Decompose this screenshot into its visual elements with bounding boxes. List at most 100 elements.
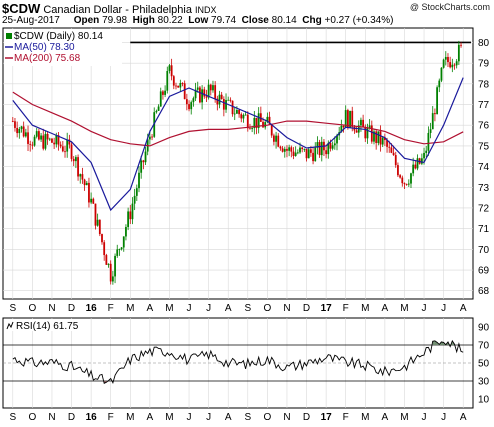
x-tick-label: F [343, 303, 349, 314]
candle-body [170, 65, 173, 77]
candle-body [207, 84, 210, 98]
candle-body [20, 126, 23, 129]
price-y-tick-69: 69 [478, 266, 490, 277]
x-tick-label-bottom: D [303, 412, 310, 423]
candle-body [59, 144, 62, 147]
rsi-legend-box [4, 319, 80, 331]
candle-body [66, 139, 69, 152]
candle-body [133, 195, 136, 204]
candle-body [253, 117, 256, 129]
candle-body [336, 135, 338, 144]
candle-body [407, 183, 410, 185]
candle-body [312, 152, 314, 162]
candle-body [373, 131, 375, 142]
candle-body [333, 143, 336, 146]
candle-body [159, 91, 162, 107]
candle-body [175, 85, 177, 87]
candle-body [405, 184, 408, 185]
candle-body [142, 160, 145, 163]
candle-body [16, 127, 19, 134]
candle-body [22, 126, 25, 137]
candle-body [442, 59, 445, 68]
candle-body [292, 151, 295, 156]
x-tick-label: O [28, 303, 36, 314]
x-tick-label: O [263, 303, 271, 314]
rsi-y-tick-70: 70 [478, 341, 490, 352]
candle-body [331, 145, 334, 149]
candle-body [444, 56, 447, 60]
candle-body [379, 131, 382, 145]
rsi-overbought-fill [434, 340, 438, 345]
x-tick-label: A [460, 303, 467, 314]
candle-body [64, 151, 66, 153]
candle-body [107, 263, 110, 265]
candle-body [157, 106, 160, 111]
rsi-overbought-fill [432, 340, 435, 345]
candle-body [122, 236, 125, 248]
x-tick-label: M [126, 303, 134, 314]
candle-body [33, 136, 36, 146]
candle-body [127, 211, 130, 228]
low-label: Low [188, 15, 209, 26]
high-value: 80.22 [157, 15, 183, 26]
candle-body [420, 158, 423, 164]
legend-box [4, 29, 122, 66]
x-tick-label: S [9, 303, 16, 314]
x-tick-label-bottom: A [147, 412, 154, 423]
candle-body [214, 85, 217, 99]
ma200-line [12, 91, 464, 147]
candle-body [296, 152, 299, 154]
price-y-axis: 68 69 70 71 72 73 74 75 76 77 78 79 80 [478, 38, 490, 297]
change-label: Chg [302, 15, 322, 26]
x-axis-bottom: S O N D 16 F M A M J J A S O N D 17 F M A M J J A [9, 412, 466, 423]
candle-body [96, 219, 99, 226]
candle-body [360, 119, 362, 126]
candle-body [401, 177, 404, 184]
candle-body [231, 100, 234, 115]
candle-body [229, 99, 232, 101]
candle-body [233, 113, 236, 115]
candle-body [403, 183, 406, 185]
candle-body [225, 100, 227, 110]
candle-body [205, 96, 208, 98]
x-tick-label: F [108, 303, 114, 314]
candle-body [309, 149, 312, 153]
x-tick-label-bottom: J [187, 412, 192, 423]
x-tick-label: A [147, 303, 154, 314]
candle-body [183, 83, 186, 100]
candle-body [24, 132, 27, 137]
candle-body [120, 247, 123, 250]
x-tick-label-bottom: M [400, 412, 408, 423]
price-y-tick-79: 79 [478, 59, 490, 70]
candle-body [90, 198, 93, 203]
x-tick-label-bottom: O [28, 412, 36, 423]
x-tick-label: A [225, 303, 232, 314]
chart-title: $CDW Canadian Dollar - Philadelphia INDX [2, 1, 217, 16]
candle-body [105, 255, 108, 265]
exchange: INDX [195, 5, 217, 15]
x-tick-label: D [303, 303, 310, 314]
candle-body [179, 83, 182, 88]
candle-body [275, 135, 277, 142]
candle-body [246, 114, 249, 129]
candle-body [131, 203, 134, 220]
candle-body [53, 142, 56, 145]
rsi-gridlines [3, 318, 473, 408]
candle-body [460, 44, 462, 46]
legend-swatch-price [6, 33, 12, 39]
price-y-tick-72: 72 [478, 203, 490, 214]
low-value: 79.74 [211, 15, 237, 26]
x-tick-label-bottom: M [361, 412, 369, 423]
candle-body [251, 128, 254, 129]
candle-body [386, 140, 388, 147]
candle-body [262, 121, 264, 128]
x-tick-label-bottom: D [68, 412, 75, 423]
candle-body [42, 135, 45, 149]
candle-body [85, 182, 88, 186]
candle-body [162, 91, 164, 95]
x-axis: S O N D 16 F M A M J J A S O N D 17 F M A M J J A [9, 303, 466, 314]
candle-body [151, 136, 153, 138]
x-tick-label-bottom: 16 [86, 412, 98, 423]
x-tick-label-bottom: O [263, 412, 271, 423]
